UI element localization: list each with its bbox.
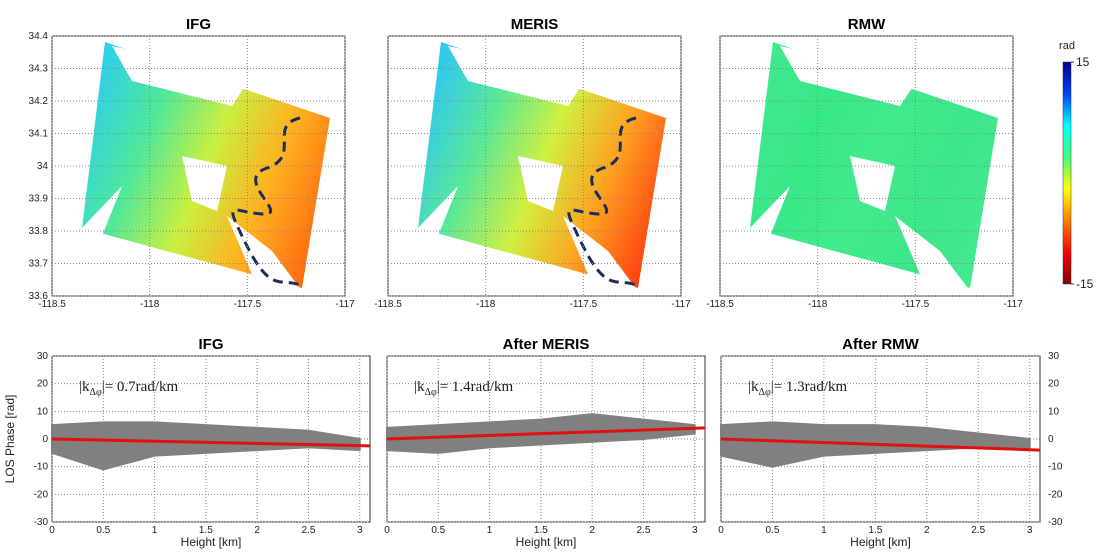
boundary-line [231,116,303,288]
y-axis-label: LOS Phase [rad] [3,395,17,484]
x-tick-label: 0 [718,525,724,536]
y-tick-label: -10 [34,462,49,473]
data-gap [895,216,970,291]
y-tick-label: 30 [1048,351,1060,362]
data-gap [780,46,920,106]
annotation-part: |k [79,379,90,395]
x-tick-label: 2 [924,525,930,536]
x-tick-label: 2 [254,525,260,536]
x-tick-label: 1 [821,525,827,536]
panel-title: IFG [186,16,211,33]
y-tick-label: 33.8 [29,226,49,237]
colorbar-tick-label: 15 [1076,55,1090,69]
x-tick-label: 1.5 [868,525,882,536]
x-tick-label: -117 [1003,299,1023,310]
panel-title: After MERIS [503,336,590,353]
x-axis-label: Height [km] [850,535,911,549]
x-axis-label: Height [km] [516,535,577,549]
data-gap [518,156,563,211]
x-tick-label: -117 [335,299,355,310]
colorbar [1062,61,1072,285]
y-tick-label: -20 [34,489,49,500]
x-tick-label: 0.5 [765,525,779,536]
x-tick-label: 0 [384,525,390,536]
x-tick-label: 2.5 [971,525,985,536]
x-tick-label: 1.5 [199,525,213,536]
y-tick-label: 34.1 [29,129,49,140]
annotation-part: Δφ [90,387,102,398]
trend-line [720,437,1041,452]
x-tick-label: -118 [476,299,496,310]
y-tick-label: 10 [37,406,49,417]
y-tick-label: 34 [37,161,49,172]
panel-title: IFG [199,336,224,353]
annotation-part: Δφ [759,387,771,398]
y-tick-label: 30 [37,351,49,362]
x-axis-label: Height [km] [181,535,242,549]
data-gap [227,216,302,291]
x-tick-label: -118 [808,299,828,310]
annotation: |kΔφ|= 0.7rad/km [79,379,179,398]
y-tick-label: 33.6 [29,291,49,302]
y-tick-label: 34.4 [29,31,49,42]
x-tick-label: 3 [1027,525,1033,536]
y-tick-label: 34.3 [29,64,49,75]
y-tick-label: 10 [1048,406,1060,417]
x-tick-label: 1.5 [534,525,548,536]
annotation: |kΔφ|= 1.3rad/km [748,379,848,398]
x-tick-label: -117.5 [570,299,598,310]
data-gap [112,46,252,106]
x-tick-label: -118.5 [374,299,402,310]
x-tick-label: 0 [49,525,55,536]
y-tick-label: 20 [37,379,49,390]
x-tick-label: 0.5 [431,525,445,536]
x-tick-label: 1 [487,525,493,536]
x-tick-label: 1 [152,525,158,536]
point-cloud [51,421,361,471]
panel-title: MERIS [511,16,559,33]
y-tick-label: 33.9 [29,194,49,205]
boundary-line [567,116,639,288]
annotation-part: |k [748,379,759,395]
y-tick-label: -30 [1048,517,1063,528]
x-tick-label: 3 [692,525,698,536]
y-tick-label: 20 [1048,379,1060,390]
x-tick-label: -118 [140,299,160,310]
data-gap [448,46,588,106]
annotation: |kΔφ|= 1.4rad/km [414,379,514,398]
annotation-part: |= 0.7rad/km [102,379,179,395]
y-tick-label: -10 [1048,462,1063,473]
x-tick-label: -117.5 [234,299,262,310]
annotation-part: |= 1.4rad/km [437,379,514,395]
data-gap [850,156,895,211]
x-tick-label: -118.5 [38,299,66,310]
x-tick-label: 2 [589,525,595,536]
y-tick-label: 0 [1048,434,1054,445]
colorbar-tick-label: -15 [1076,277,1094,291]
x-tick-label: -117.5 [902,299,930,310]
trend-line [386,426,706,441]
annotation-part: Δφ [425,387,437,398]
y-tick-label: -20 [1048,489,1063,500]
y-tick-label: 0 [42,434,48,445]
x-tick-label: 3 [357,525,363,536]
x-tick-label: -118.5 [706,299,734,310]
annotation-part: |= 1.3rad/km [771,379,848,395]
trend-line [51,437,371,448]
annotation-part: |k [414,379,425,395]
x-tick-label: 2.5 [636,525,650,536]
data-gap [182,156,227,211]
data-gap [563,216,638,291]
y-tick-label: 34.2 [29,96,49,107]
y-tick-label: -30 [34,517,49,528]
y-tick-label: 33.7 [29,259,49,270]
panel-title: After RMW [842,336,919,353]
panel-title: RMW [848,16,886,33]
x-tick-label: 0.5 [96,525,110,536]
x-tick-label: -117 [671,299,691,310]
colorbar-label: rad [1059,40,1075,52]
x-tick-label: 2.5 [301,525,315,536]
